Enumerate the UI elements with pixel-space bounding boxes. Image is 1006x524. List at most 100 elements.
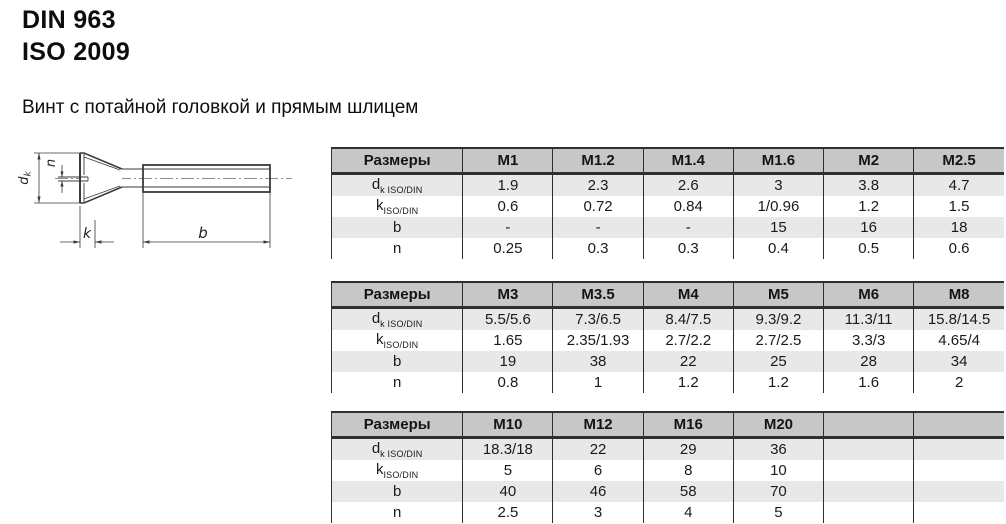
- size-column-header: M4: [642, 282, 734, 309]
- dimension-value: 2.35/1.93: [552, 330, 644, 351]
- dimension-value: 2.7/2.5: [732, 330, 824, 351]
- dimension-value: 15: [732, 217, 824, 238]
- dimension-value: 0.4: [732, 238, 824, 259]
- dimension-value: 4.65/4: [913, 330, 1004, 351]
- dimension-value: 2.7/2.2: [642, 330, 734, 351]
- table-row: n 2.5 3 4 5: [331, 502, 1004, 523]
- size-column-header: M16: [642, 412, 734, 439]
- dimension-value: 1.9: [462, 173, 553, 196]
- n-dimension-label: n: [44, 159, 59, 167]
- row-label: dk ISO/DIN: [331, 437, 463, 460]
- dimension-value: 1.2: [642, 372, 734, 393]
- dimension-value: 38: [552, 351, 644, 372]
- table-row: dk ISO/DIN 1.9 2.3 2.6 3 3.8 4.7: [331, 173, 1004, 196]
- size-column-header: M2: [823, 148, 914, 175]
- dimension-value: 3.8: [823, 173, 914, 196]
- table-row: b 40 46 58 70: [331, 481, 1004, 502]
- dimension-value: 9.3/9.2: [732, 307, 824, 330]
- screw-technical-drawing: dk n k b: [17, 152, 292, 248]
- size-column-header: M20: [732, 412, 824, 439]
- row-label-header: Размеры: [331, 148, 463, 175]
- dimension-value: 1.5: [913, 196, 1004, 217]
- n-dimension: [60, 165, 64, 193]
- dimension-value: 19: [462, 351, 553, 372]
- row-label: kISO/DIN: [331, 460, 463, 481]
- dimension-value: 0.25: [462, 238, 553, 259]
- dimension-value: 0.8: [462, 372, 553, 393]
- dimension-value: 16: [823, 217, 914, 238]
- dimension-value: 5: [732, 502, 824, 523]
- row-label: dk ISO/DIN: [331, 307, 463, 330]
- row-label: b: [331, 351, 463, 372]
- b-dimension-label: b: [198, 224, 208, 242]
- table-row: kISO/DIN 1.65 2.35/1.93 2.7/2.2 2.7/2.5 3.3/3…: [331, 330, 1004, 351]
- dimension-value: 15.8/14.5: [913, 307, 1004, 330]
- dimension-value: 3.3/3: [823, 330, 914, 351]
- dimension-value: 0.6: [913, 238, 1004, 259]
- row-label: n: [331, 238, 463, 259]
- table-row: dk ISO/DIN 5.5/5.6 7.3/6.5 8.4/7.5 9.3/9.2 11…: [331, 307, 1004, 330]
- size-column-header: [823, 412, 914, 439]
- size-column-header: M1.6: [732, 148, 824, 175]
- table-row: n 0.8 1 1.2 1.2 1.6 2: [331, 372, 1004, 393]
- size-column-header: M8: [913, 282, 1004, 309]
- size-column-header: M1.4: [642, 148, 734, 175]
- table-row: b 19 38 22 25 28 34: [331, 351, 1004, 372]
- dimension-value: 1.65: [462, 330, 553, 351]
- dimension-value: 40: [462, 481, 553, 502]
- dimension-value: 2.5: [462, 502, 553, 523]
- dimension-value: 5.5/5.6: [462, 307, 553, 330]
- row-label: dk ISO/DIN: [331, 173, 463, 196]
- dimension-value: [913, 460, 1004, 481]
- dimension-value: 70: [732, 481, 824, 502]
- dimension-value: 1.2: [823, 196, 914, 217]
- dimension-value: 2.6: [642, 173, 734, 196]
- table-row: dk ISO/DIN 18.3/18 22 29 36: [331, 437, 1004, 460]
- dimension-value: 1/0.96: [732, 196, 824, 217]
- dimension-value: 0.84: [642, 196, 734, 217]
- dimension-value: 3: [552, 502, 644, 523]
- dimension-value: 5: [462, 460, 553, 481]
- table-row: n 0.25 0.3 0.3 0.4 0.5 0.6: [331, 238, 1004, 259]
- dimension-value: 11.3/11: [823, 307, 914, 330]
- row-label: b: [331, 217, 463, 238]
- row-label-header: Размеры: [331, 412, 463, 439]
- dimension-value: [823, 502, 914, 523]
- dimension-value: 2: [913, 372, 1004, 393]
- dimension-value: [913, 481, 1004, 502]
- dimension-value: [823, 437, 914, 460]
- threaded-section: [142, 164, 271, 193]
- dimension-value: 58: [642, 481, 734, 502]
- table-header-row: Размеры M1 M1.2 M1.4 M1.6 M2 M2.5: [331, 148, 1004, 175]
- row-label: n: [331, 372, 463, 393]
- standard-iso: ISO 2009: [22, 38, 131, 66]
- dimension-value: [823, 481, 914, 502]
- dimension-value: 28: [823, 351, 914, 372]
- k-dimension-label: k: [83, 226, 92, 242]
- size-column-header: M1.2: [552, 148, 644, 175]
- dk-dimension-label: dk: [17, 170, 34, 184]
- row-label: b: [331, 481, 463, 502]
- dimension-value: [913, 502, 1004, 523]
- dimension-value: 18.3/18: [462, 437, 553, 460]
- dk-dimension: [34, 152, 80, 204]
- dimension-value: 0.3: [552, 238, 644, 259]
- dimension-value: 2.3: [552, 173, 644, 196]
- k-dimension: [60, 206, 114, 248]
- dimension-value: 0.5: [823, 238, 914, 259]
- dimension-value: 25: [732, 351, 824, 372]
- dimension-value: 8.4/7.5: [642, 307, 734, 330]
- dimension-value: [913, 437, 1004, 460]
- dimension-value: 18: [913, 217, 1004, 238]
- dimension-value: 1.2: [732, 372, 824, 393]
- row-label: kISO/DIN: [331, 196, 463, 217]
- row-label-header: Размеры: [331, 282, 463, 309]
- size-column-header: M3.5: [552, 282, 644, 309]
- b-dimension: [142, 192, 271, 248]
- dimension-value: 6: [552, 460, 644, 481]
- size-column-header: M3: [462, 282, 553, 309]
- size-column-header: M6: [823, 282, 914, 309]
- table-row: kISO/DIN 5 6 8 10: [331, 460, 1004, 481]
- size-column-header: M1: [462, 148, 553, 175]
